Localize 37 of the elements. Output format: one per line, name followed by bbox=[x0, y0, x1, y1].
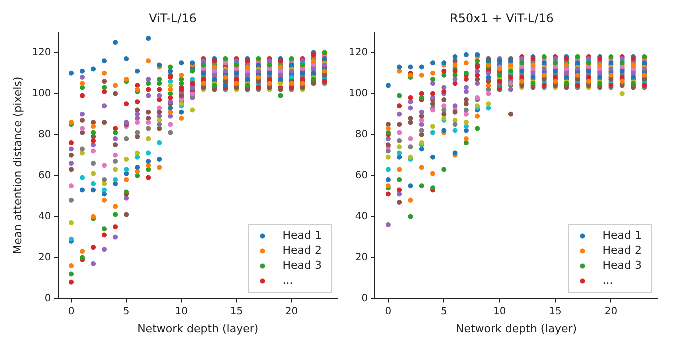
legend-label: Head 1 bbox=[602, 229, 642, 242]
x-tick-label: 10 bbox=[175, 306, 188, 318]
chart-title: R50x1 + ViT-L/16 bbox=[450, 11, 554, 26]
legend-label: Head 2 bbox=[602, 244, 642, 258]
x-tick-label: 0 bbox=[68, 306, 75, 318]
x-tick-label: 10 bbox=[493, 306, 506, 318]
x-tick-label: 15 bbox=[549, 306, 562, 318]
y-tick-label: 80 bbox=[355, 129, 368, 140]
y-tick-label: 120 bbox=[348, 47, 368, 58]
legend-label: Head 3 bbox=[602, 259, 642, 272]
legend-label: Head 2 bbox=[282, 244, 322, 258]
x-tick-label: 5 bbox=[123, 306, 130, 318]
legend-label: ... bbox=[602, 274, 614, 288]
x-tick-label: 15 bbox=[230, 306, 244, 318]
y-tick-label: 80 bbox=[38, 129, 52, 140]
y-tick-label: 0 bbox=[44, 293, 52, 304]
y-tick-label: 60 bbox=[38, 170, 52, 182]
y-tick-label: 40 bbox=[38, 211, 52, 222]
y-tick-label: 60 bbox=[355, 170, 368, 182]
legend-label: Head 1 bbox=[282, 229, 322, 242]
y-tick-label: 100 bbox=[32, 88, 52, 100]
x-tick-label: 20 bbox=[604, 306, 618, 318]
chart-title: ViT-L/16 bbox=[149, 11, 197, 26]
x-tick-label: 5 bbox=[440, 306, 448, 318]
x-axis-title: Network depth (layer) bbox=[138, 322, 259, 336]
y-tick-label: 20 bbox=[38, 252, 52, 264]
y-tick-label: 100 bbox=[348, 88, 368, 100]
y-axis-title: Mean attention distance (pixels) bbox=[11, 76, 24, 254]
y-tick-label: 40 bbox=[355, 211, 368, 222]
x-tick-label: 0 bbox=[385, 306, 392, 318]
y-tick-label: 20 bbox=[355, 252, 368, 264]
x-axis-title: Network depth (layer) bbox=[456, 322, 578, 336]
y-tick-label: 0 bbox=[362, 293, 368, 304]
x-tick-label: 20 bbox=[285, 306, 298, 318]
legend-label: Head 3 bbox=[282, 259, 322, 272]
legend-label: ... bbox=[282, 274, 294, 288]
y-tick-label: 120 bbox=[32, 47, 52, 58]
